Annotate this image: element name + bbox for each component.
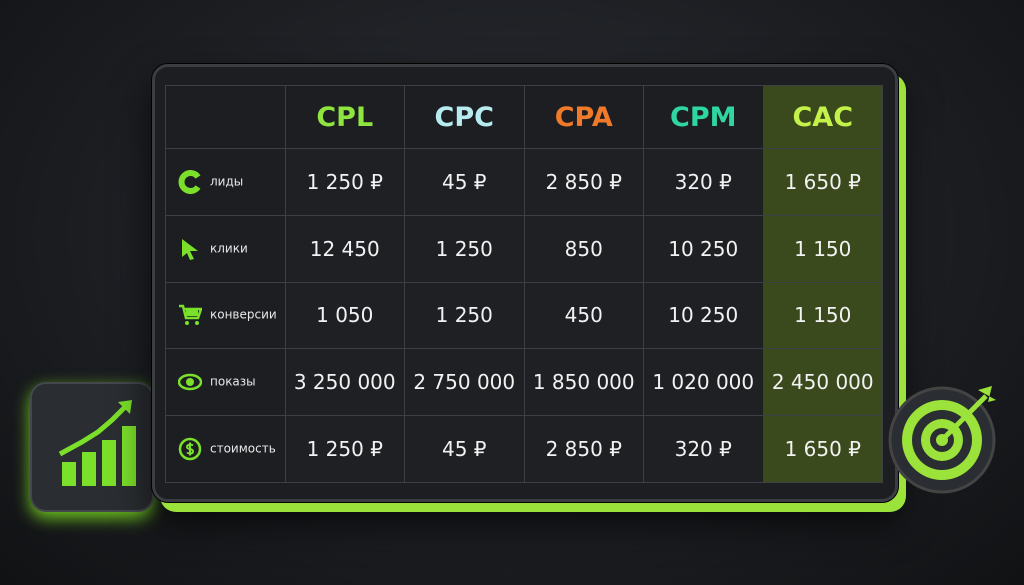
value-cell: 45 ₽: [404, 415, 525, 483]
row-label-cell: показы: [165, 348, 286, 417]
table-row: стоимость 1 250 ₽45 ₽2 850 ₽320 ₽1 650 ₽: [165, 415, 883, 483]
value-cell: 45 ₽: [404, 148, 525, 216]
row-icon: [179, 305, 203, 326]
table-panel: CPL CPC CPA CPM CAC лиды 1 250 ₽45 ₽2 850 ₽320…: [152, 64, 898, 502]
value-cell: 1 150: [762, 281, 883, 350]
value-cell: 2 850 ₽: [523, 415, 644, 483]
value-cell: 1 650 ₽: [762, 148, 883, 216]
value-cell: 450: [523, 281, 644, 350]
header-row: CPL CPC CPA CPM CAC: [165, 85, 883, 149]
value-cell: 850: [523, 214, 644, 283]
value-cell: 1 850 000: [523, 348, 644, 417]
value-cell: 320 ₽: [643, 415, 764, 483]
row-label: показы: [210, 374, 256, 389]
value-cell: 2 750 000: [404, 348, 525, 417]
value-cell: 1 250 ₽: [284, 148, 405, 216]
row-label: лиды: [210, 174, 244, 189]
column-header: CPM: [643, 85, 764, 149]
table-row: лиды 1 250 ₽45 ₽2 850 ₽320 ₽1 650 ₽: [165, 148, 883, 216]
row-icon: [178, 169, 201, 194]
growth-chart-icon: [58, 400, 136, 486]
table-row: клики 12 450 1 250 850 10 250 1 150: [165, 214, 883, 283]
column-header: CPA: [523, 85, 644, 149]
row-label-cell: клики: [165, 214, 286, 283]
value-cell: 1 050: [284, 281, 405, 350]
value-cell: 1 250: [404, 214, 525, 283]
value-cell: 10 250: [643, 281, 764, 350]
row-label: клики: [210, 241, 248, 256]
value-cell: 1 020 000: [643, 348, 764, 417]
value-cell: 2 850 ₽: [523, 148, 644, 216]
row-label-cell: лиды: [165, 148, 286, 216]
value-cell: 1 150: [762, 214, 883, 283]
row-icon: [182, 238, 198, 260]
value-cell: 320 ₽: [643, 148, 764, 216]
value-cell: 1 650 ₽: [762, 415, 883, 483]
target-icon: [888, 386, 996, 494]
table-row: показы 3 250 000 2 750 000 1 850 000 1 020 0…: [165, 348, 883, 417]
column-header: CPC: [404, 85, 525, 149]
value-cell: 1 250: [404, 281, 525, 350]
value-cell: 1 250 ₽: [284, 415, 405, 483]
row-label: конверсии: [210, 307, 277, 322]
value-cell: 2 450 000: [762, 348, 883, 417]
column-header: CAC: [762, 85, 883, 149]
value-cell: 3 250 000: [284, 348, 405, 417]
table-row: конверсии 1 050 1 250 450 10 250 1 150: [165, 281, 883, 350]
row-label-cell: стоимость: [165, 415, 286, 483]
metrics-table: CPL CPC CPA CPM CAC лиды 1 250 ₽45 ₽2 850 ₽320…: [165, 85, 883, 483]
value-cell: 10 250: [643, 214, 764, 283]
column-header: CPL: [284, 85, 405, 149]
row-icon: [177, 374, 203, 391]
row-label: стоимость: [210, 441, 276, 456]
value-cell: 12 450: [284, 214, 405, 283]
row-label-cell: конверсии: [165, 281, 286, 350]
growth-icon: [30, 382, 154, 512]
corner-cell: [165, 85, 286, 149]
row-icon: [178, 437, 202, 461]
